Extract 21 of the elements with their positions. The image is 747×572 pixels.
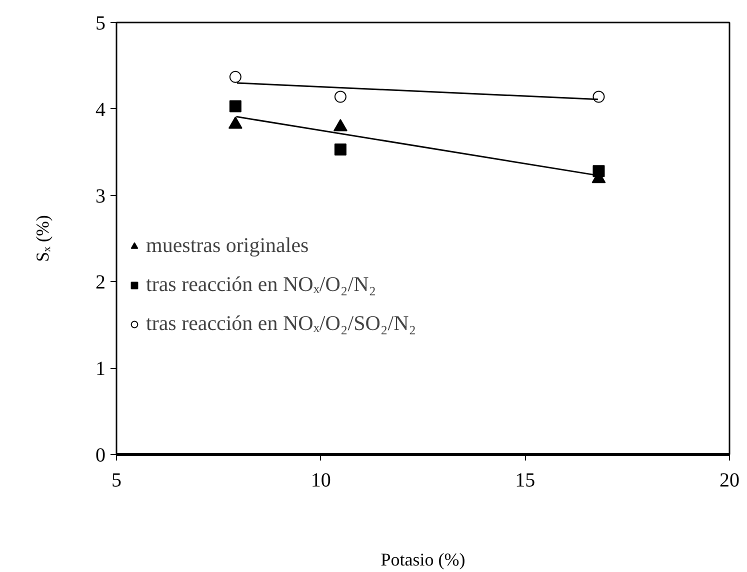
x-tick-label: 20 <box>720 470 740 492</box>
x-tick-label: 5 <box>112 470 122 492</box>
y-tick-label: 1 <box>96 358 106 380</box>
point <box>592 90 605 103</box>
y-axis-title: Sₓ (%) <box>32 215 52 262</box>
point <box>334 144 346 156</box>
y-tick-label: 5 <box>96 12 106 34</box>
x-tick-label: 15 <box>515 470 536 492</box>
point <box>592 165 605 178</box>
y-tick-label: 2 <box>96 272 106 294</box>
legend-label: tras reacción en NOₓ/O₂/N₂ <box>146 272 376 297</box>
point <box>229 100 242 112</box>
y-tick-label: 4 <box>96 98 106 121</box>
point <box>334 90 346 103</box>
y-tick-label: 3 <box>96 185 106 208</box>
x-tick-label: 10 <box>310 470 331 492</box>
legend-label: tras reacción en NOₓ/O₂/SO₂/N₂ <box>146 311 416 336</box>
point <box>229 70 242 83</box>
y-tick-label: 0 <box>96 444 106 466</box>
x-axis-title: Potasio (%) <box>380 550 466 570</box>
legend-label: muestras originales <box>146 233 309 258</box>
